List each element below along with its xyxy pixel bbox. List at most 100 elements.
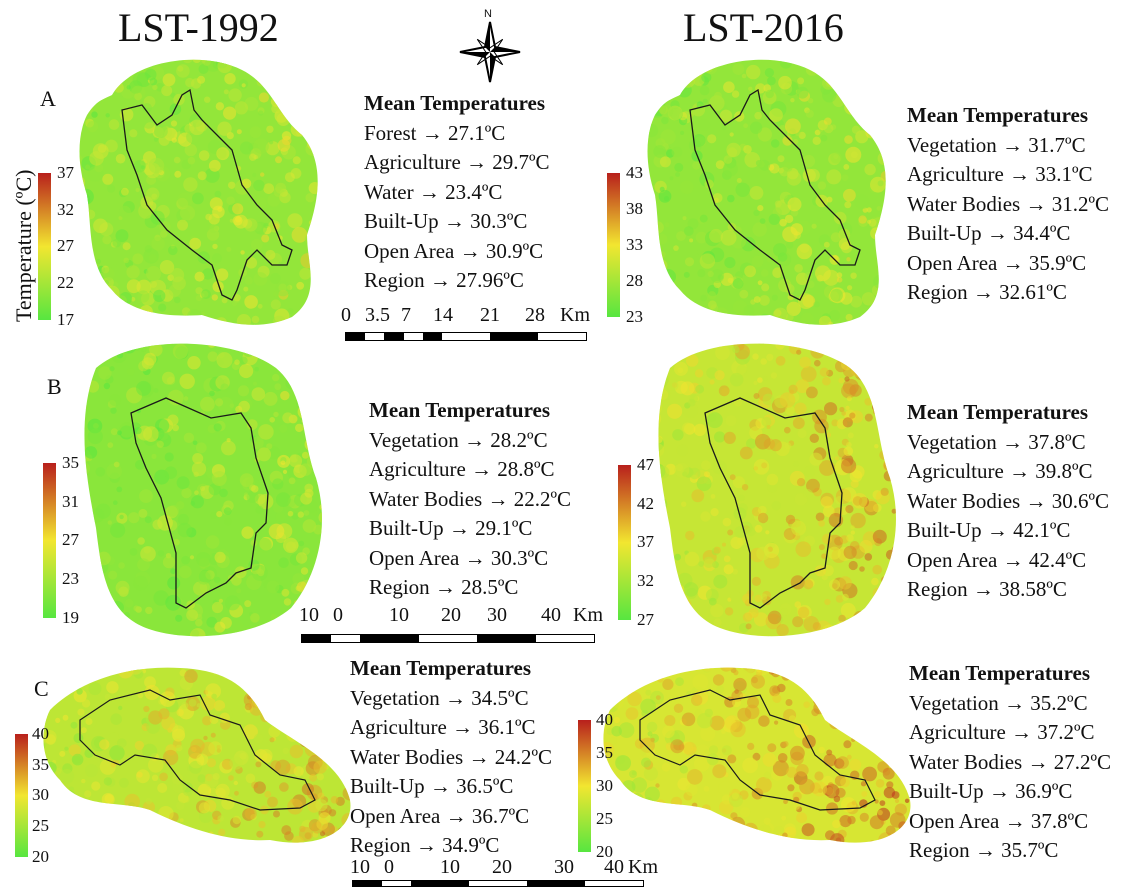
heat-patch <box>110 600 124 615</box>
heat-patch <box>203 735 208 741</box>
heat-patch <box>631 824 644 837</box>
heat-patch <box>164 466 178 479</box>
heat-patch <box>823 708 839 724</box>
heat-patch <box>752 353 759 360</box>
heat-patch <box>85 609 97 622</box>
heat-patch <box>249 701 265 716</box>
heat-patch <box>143 426 159 442</box>
heat-patch <box>659 550 672 563</box>
heat-patch <box>809 59 821 62</box>
heat-patch <box>821 59 836 68</box>
heat-patch <box>98 366 112 380</box>
heat-patch <box>679 303 694 318</box>
heat-patch <box>882 768 891 776</box>
heat-patch <box>302 75 311 84</box>
heat-patch <box>304 677 316 689</box>
heat-patch <box>860 781 867 787</box>
heat-patch <box>292 343 303 347</box>
heat-patch <box>691 489 705 503</box>
heat-patch <box>154 842 171 843</box>
heat-patch <box>279 191 291 204</box>
heat-patch <box>85 209 96 220</box>
heat-patch <box>890 620 896 636</box>
heat-patch <box>701 804 711 813</box>
heat-patch <box>183 796 190 803</box>
heat-patch <box>672 823 679 830</box>
heat-patch <box>121 343 137 354</box>
heat-patch <box>827 782 834 789</box>
heat-patch <box>327 725 332 730</box>
heat-patch <box>723 564 734 575</box>
heat-patch <box>184 669 198 683</box>
heat-patch <box>850 525 855 530</box>
heat-patch <box>647 123 659 138</box>
heat-patch <box>723 431 736 444</box>
heat-patch <box>208 831 214 838</box>
heat-patch <box>708 300 717 310</box>
heat-patch <box>142 103 152 113</box>
heat-patch <box>113 461 120 468</box>
heat-patch <box>275 511 286 522</box>
heat-patch <box>844 100 859 115</box>
heat-patch <box>819 367 829 377</box>
heat-patch <box>172 343 188 359</box>
heat-patch <box>731 792 739 800</box>
heat-patch <box>246 490 259 503</box>
heat-patch <box>189 850 197 858</box>
heat-patch <box>723 555 731 563</box>
heat-patch <box>780 842 786 843</box>
heat-patch <box>699 65 707 73</box>
heat-patch <box>149 77 158 86</box>
heat-patch <box>79 75 90 91</box>
heat-patch <box>300 354 311 364</box>
heat-patch <box>298 540 305 547</box>
heat-patch <box>210 732 216 738</box>
heat-patch <box>788 320 795 325</box>
heat-patch <box>777 753 788 763</box>
heat-patch <box>245 850 250 855</box>
heat-patch <box>863 59 873 62</box>
heat-patch <box>104 280 109 285</box>
heat-patch <box>138 319 149 325</box>
title-1992: LST-1992 <box>118 5 279 50</box>
heat-patch <box>649 309 655 315</box>
heat-patch <box>779 218 787 227</box>
heat-patch <box>81 778 86 784</box>
legend-tick: 32 <box>57 200 74 219</box>
heat-patch <box>701 72 712 83</box>
heat-patch <box>782 741 789 747</box>
heat-patch <box>233 780 238 786</box>
heat-patch <box>681 712 696 727</box>
heat-patch <box>212 773 220 780</box>
heat-patch <box>796 349 802 355</box>
heat-patch <box>134 740 145 751</box>
heat-patch <box>891 791 900 799</box>
heat-patch <box>82 804 91 813</box>
heat-patch <box>270 613 278 621</box>
legend-tick: 38 <box>626 199 643 218</box>
heat-patch <box>302 693 312 703</box>
heat-patch <box>319 831 326 837</box>
heat-patch <box>161 716 176 731</box>
heat-patch <box>629 825 638 835</box>
heat-patch <box>860 631 871 637</box>
heat-patch <box>314 734 324 744</box>
heat-patch <box>70 670 79 679</box>
heat-patch <box>306 716 316 726</box>
heat-patch <box>709 745 719 755</box>
heat-patch <box>886 781 894 789</box>
heat-patch <box>211 343 222 346</box>
heat-patch <box>679 617 690 628</box>
heat-patch <box>742 667 756 674</box>
heat-patch <box>766 353 774 361</box>
heat-patch <box>657 832 663 838</box>
heat-patch <box>276 112 291 126</box>
heat-patch <box>749 186 764 200</box>
heat-patch <box>209 667 223 676</box>
heat-patch <box>84 367 87 378</box>
heat-patch <box>137 537 145 545</box>
heat-patch <box>793 139 799 145</box>
heat-patch <box>724 257 736 269</box>
heat-patch <box>664 667 670 671</box>
heat-patch <box>336 667 343 669</box>
